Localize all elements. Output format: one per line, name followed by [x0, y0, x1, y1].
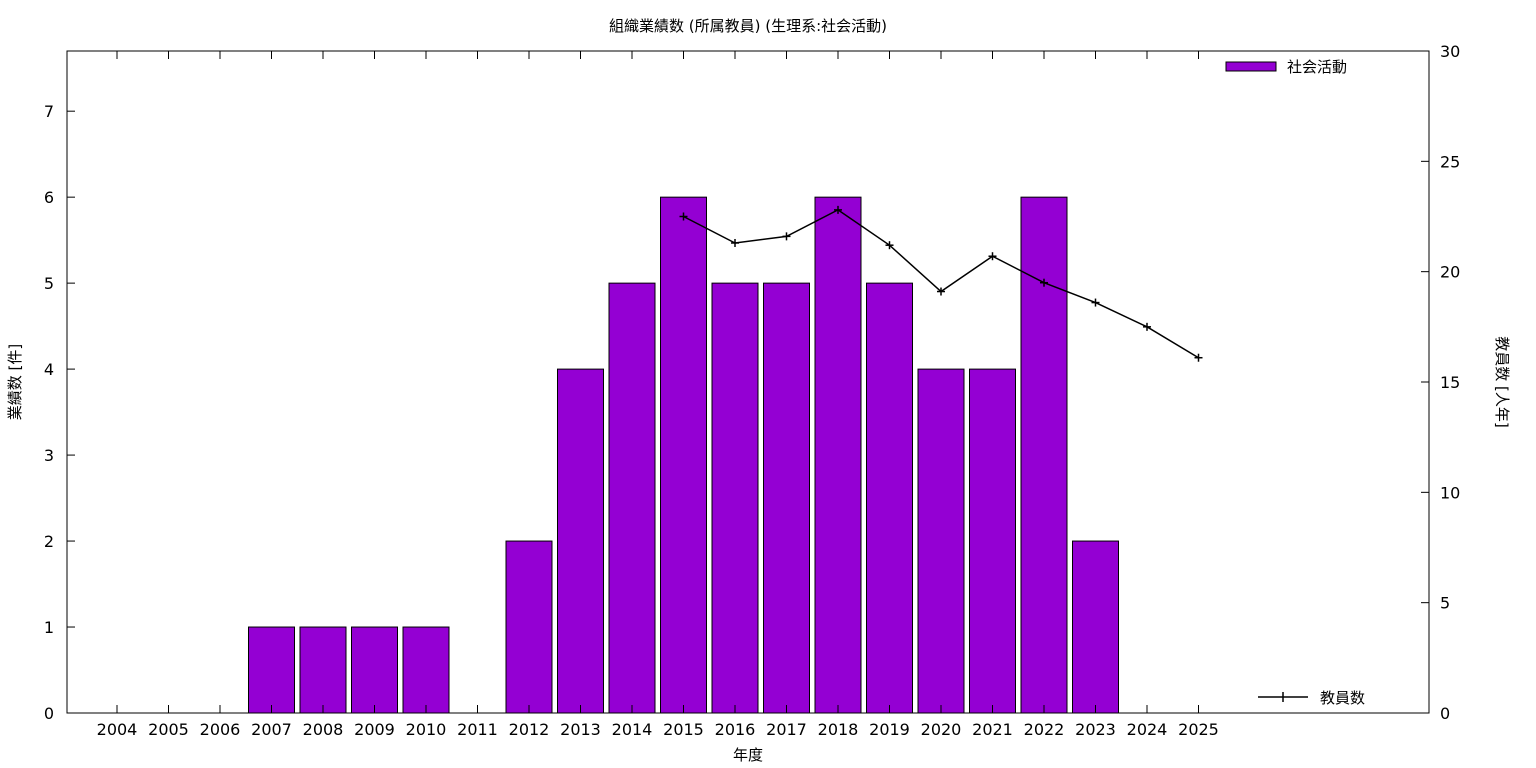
point-2022 [1040, 278, 1048, 287]
x-tick-label: 2021 [972, 720, 1013, 739]
x-tick-label: 2006 [200, 720, 241, 739]
y-tick-label: 1 [44, 618, 54, 637]
y-tick-label: 2 [44, 532, 54, 551]
bar-2020 [917, 368, 965, 714]
point-2016 [731, 238, 739, 247]
y-tick-label: 0 [44, 704, 54, 723]
y2-tick-label: 0 [1440, 704, 1450, 723]
x-tick-label: 2011 [457, 720, 498, 739]
chart-title: 組織業績数 (所属教員) (生理系:社会活動) [609, 17, 887, 35]
y-axis-left: 0 1 2 3 4 5 6 7 [44, 102, 75, 723]
y-tick-label: 6 [44, 188, 54, 207]
x-tick-label: 2023 [1075, 720, 1116, 739]
x-tick-label: 2018 [818, 720, 859, 739]
bar-2018 [814, 196, 862, 714]
point-2021 [988, 252, 997, 261]
x-tick-label: 2020 [921, 720, 962, 739]
x-tick-label: 2013 [560, 720, 601, 739]
x-tick-label: 2005 [148, 720, 189, 739]
bar-2017 [763, 282, 810, 714]
x-tick-label: 2024 [1127, 720, 1168, 739]
point-2015 [679, 212, 688, 221]
y-tick-label: 7 [44, 102, 54, 121]
x-tick-label: 2015 [663, 720, 704, 739]
x-tick-label: 2012 [509, 720, 550, 739]
legend-bar-label: 社会活動 [1287, 58, 1347, 76]
line-teachers [683, 209, 1199, 359]
y2-tick-label: 25 [1440, 152, 1460, 171]
y-axis-right: 0 5 10 15 20 25 30 [1421, 42, 1460, 723]
bar-2023 [1072, 540, 1119, 714]
point-2017 [782, 232, 791, 241]
bar-2009 [351, 626, 398, 714]
x-axis-label: 年度 [733, 746, 763, 764]
point-2023 [1091, 298, 1100, 307]
x-tick-label: 2022 [1024, 720, 1065, 739]
legend-bar: 社会活動 [1225, 58, 1347, 76]
x-tick-label: 2017 [766, 720, 807, 739]
point-2019 [885, 241, 894, 250]
bar-2015 [660, 196, 707, 714]
point-2024 [1143, 322, 1151, 331]
y-tick-label: 3 [44, 446, 54, 465]
x-axis: 2004 2005 2006 2007 2008 2009 2010 2011 2012 2013… [97, 51, 1219, 739]
bar-2007 [248, 626, 295, 714]
x-tick-label: 2004 [97, 720, 138, 739]
x-tick-label: 2025 [1178, 720, 1219, 739]
x-tick-label: 2019 [869, 720, 910, 739]
legend-line: 教員数 [1258, 689, 1365, 707]
legend-line-label: 教員数 [1320, 689, 1365, 707]
y2-tick-label: 20 [1440, 263, 1460, 282]
bar-2014 [608, 282, 656, 714]
legend-bar-swatch [1225, 61, 1277, 72]
x-tick-label: 2014 [612, 720, 653, 739]
point-2020 [937, 287, 945, 296]
point-2018 [834, 205, 842, 214]
x-tick-label: 2007 [251, 720, 292, 739]
y2-tick-label: 15 [1440, 373, 1460, 392]
bar-2013 [557, 368, 604, 714]
y-tick-label: 5 [44, 274, 54, 293]
x-tick-label: 2016 [715, 720, 756, 739]
bar-2019 [866, 282, 913, 714]
y2-tick-label: 10 [1440, 483, 1460, 502]
x-tick-label: 2008 [303, 720, 344, 739]
bar-2016 [711, 282, 759, 714]
y-tick-label: 4 [44, 360, 54, 379]
x-tick-label: 2010 [406, 720, 447, 739]
line-layer [679, 205, 1203, 362]
bar-layer [248, 196, 1119, 714]
point-2025 [1194, 353, 1203, 362]
y2-axis-label: 教員数 [人年] [1493, 336, 1511, 427]
bar-2008 [299, 626, 347, 714]
bar-2010 [402, 626, 450, 714]
x-tick-label: 2009 [354, 720, 395, 739]
bar-2012 [505, 540, 553, 714]
bar-2021 [969, 368, 1016, 714]
y2-tick-label: 5 [1440, 594, 1450, 613]
y-axis-label: 業績数 [件] [6, 344, 24, 420]
y2-tick-label: 30 [1440, 42, 1460, 61]
